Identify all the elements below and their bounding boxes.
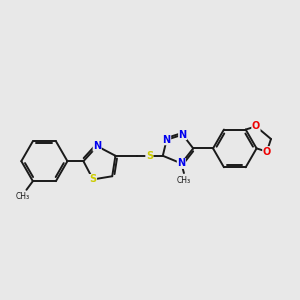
Text: N: N: [93, 141, 101, 151]
Text: N: N: [177, 158, 185, 168]
Text: S: S: [146, 151, 153, 161]
Text: N: N: [178, 130, 187, 140]
Text: CH₃: CH₃: [15, 192, 29, 201]
Text: N: N: [163, 135, 171, 145]
Text: O: O: [252, 122, 260, 131]
Text: O: O: [263, 147, 271, 157]
Text: CH₃: CH₃: [177, 176, 191, 184]
Text: S: S: [89, 174, 97, 184]
